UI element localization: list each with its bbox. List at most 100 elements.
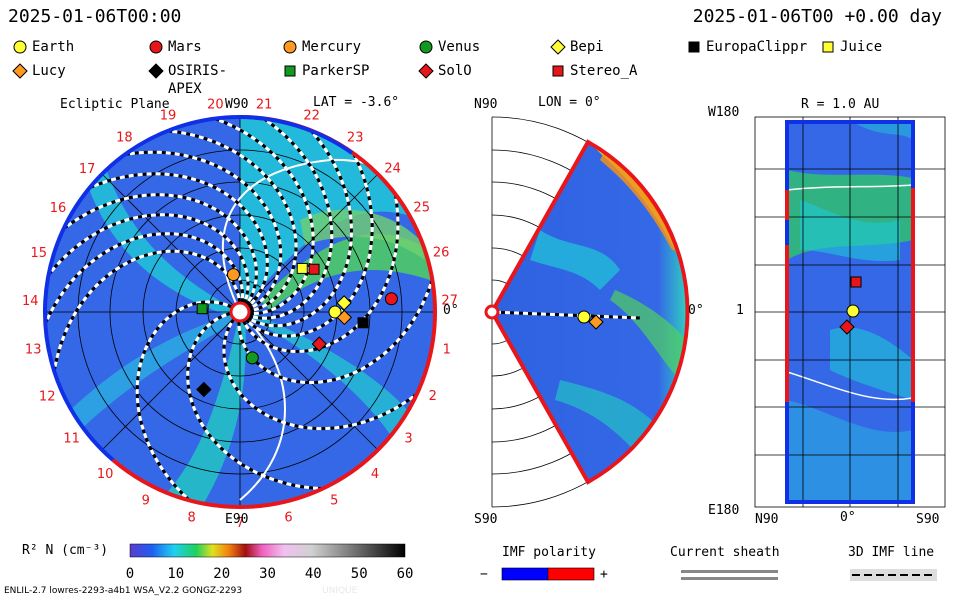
carrington-label: 20 bbox=[207, 97, 224, 112]
meridional-top-left: N90 bbox=[474, 97, 498, 112]
ecliptic-right-label: 0° bbox=[443, 303, 459, 318]
square-marker-icon bbox=[822, 41, 834, 53]
colorbar-ticks: 0 10 20 30 40 50 60 bbox=[126, 566, 414, 582]
carrington-label: 24 bbox=[384, 162, 401, 177]
meridional-panel bbox=[484, 116, 690, 508]
ecliptic-outer-positive bbox=[111, 115, 438, 510]
imf-negative-swatch bbox=[501, 567, 549, 581]
map-x-left: N90 bbox=[755, 512, 779, 527]
carrington-label: 11 bbox=[63, 432, 80, 447]
body-markers bbox=[196, 262, 862, 398]
legend-label: OSIRIS-APEX bbox=[168, 63, 228, 97]
meridional-marker-lucy bbox=[588, 314, 604, 330]
ecliptic-plane-panel bbox=[43, 115, 438, 510]
diamond-marker-icon bbox=[418, 63, 434, 79]
imf-title: IMF polarity bbox=[502, 545, 596, 560]
meridional-marker-earth bbox=[577, 310, 591, 324]
meridional-lon-label: LON = 0° bbox=[538, 95, 601, 110]
imf-line-white bbox=[67, 172, 269, 308]
ecliptic-marker-mercury bbox=[226, 268, 240, 282]
carrington-label: 13 bbox=[25, 343, 42, 358]
meridional-outline bbox=[489, 139, 690, 485]
imf-line-white bbox=[222, 318, 435, 431]
imf-line-white bbox=[100, 150, 283, 310]
legend-label: Mercury bbox=[302, 39, 362, 55]
imf-line-white bbox=[242, 169, 400, 354]
carrington-label: 25 bbox=[413, 201, 430, 216]
carrington-label: 14 bbox=[22, 294, 39, 309]
carrington-label: 5 bbox=[330, 494, 338, 509]
map-top-left: W180 bbox=[708, 105, 740, 120]
map-x-right: S90 bbox=[916, 512, 940, 527]
imf-line-white bbox=[45, 213, 250, 304]
sheath-title: Current sheath bbox=[670, 545, 780, 560]
right-timestamp: 2025-01-06T00 +0.00 day bbox=[692, 6, 942, 27]
colorbar-tick: 60 bbox=[397, 566, 414, 582]
colorbar-tick: 0 bbox=[126, 566, 134, 582]
ecliptic-title: Ecliptic Plane bbox=[60, 97, 170, 112]
carrington-label: 23 bbox=[347, 130, 364, 145]
ecliptic-outer-negative bbox=[43, 115, 241, 462]
carrington-label: 6 bbox=[284, 510, 292, 525]
ecliptic-top-label: W90 bbox=[225, 97, 249, 112]
carrington-label: 18 bbox=[116, 131, 133, 146]
ecliptic-marker-europaclippr bbox=[357, 317, 369, 329]
ecliptic-marker-stereo-a bbox=[308, 263, 320, 275]
legend-label: Lucy bbox=[32, 63, 66, 79]
colorbar-tick: 30 bbox=[259, 566, 276, 582]
diamond-marker-icon bbox=[550, 39, 566, 55]
map-marker-solo bbox=[839, 319, 855, 335]
diamond-marker-icon bbox=[12, 63, 28, 79]
sun-marker bbox=[229, 301, 251, 323]
ecliptic-marker-bepi bbox=[336, 295, 352, 311]
imf-line-white bbox=[45, 193, 258, 306]
ecliptic-marker-venus bbox=[245, 351, 259, 365]
imf-line-white bbox=[50, 249, 242, 396]
carrington-label: 26 bbox=[433, 246, 450, 261]
imf-line-white bbox=[143, 128, 298, 313]
ecliptic-marker-juice bbox=[296, 262, 308, 274]
colorbar-label: R² N (cm⁻³) bbox=[22, 543, 109, 558]
ecliptic-marker-osiris-apex bbox=[196, 381, 212, 398]
carrington-label: 2 bbox=[429, 389, 437, 404]
circle-marker-icon bbox=[419, 40, 433, 54]
legend-label: Venus bbox=[438, 39, 481, 55]
map-marker-earth bbox=[846, 304, 860, 318]
legend-label: ParkerSP bbox=[302, 63, 370, 79]
left-timestamp: 2025-01-06T00:00 bbox=[8, 6, 182, 27]
colorbar-tick: 40 bbox=[305, 566, 322, 582]
carrington-label: 19 bbox=[160, 109, 177, 124]
ecliptic-marker-parkersp bbox=[196, 303, 208, 315]
square-marker-icon bbox=[284, 65, 296, 77]
legend-label: Stereo_A bbox=[570, 63, 638, 79]
map-bottom-left: E180 bbox=[708, 503, 740, 518]
colorbar-tick: 20 bbox=[213, 566, 230, 582]
ecliptic-marker-mars bbox=[384, 292, 398, 306]
ecliptic-lat-label: LAT = -3.6° bbox=[313, 95, 400, 110]
map-marker-stereo-a bbox=[850, 276, 862, 288]
footer-run: UNIQUE bbox=[322, 586, 358, 596]
map-title: R = 1.0 AU bbox=[801, 97, 880, 112]
colorbar-tick: 50 bbox=[351, 566, 368, 582]
imf-line-white bbox=[241, 117, 334, 320]
current-sheath-swatch-bottom bbox=[681, 577, 778, 580]
imf3d-title: 3D IMF line bbox=[848, 545, 935, 560]
imf-minus: − bbox=[480, 567, 488, 582]
current-sheath-swatch-top bbox=[681, 570, 778, 573]
carrington-label: 9 bbox=[142, 494, 150, 509]
imf-line-white bbox=[190, 117, 315, 315]
radial-map-panel bbox=[754, 116, 946, 508]
legend-label: Juice bbox=[840, 39, 883, 55]
carrington-label: 27 bbox=[441, 294, 458, 309]
meridional-bottom-left: S90 bbox=[474, 512, 498, 527]
circle-marker-icon bbox=[283, 40, 297, 54]
square-marker-icon bbox=[552, 65, 564, 77]
diamond-marker-icon bbox=[148, 63, 164, 79]
circle-marker-icon bbox=[13, 40, 27, 54]
carrington-label: 4 bbox=[371, 467, 379, 482]
colorbar bbox=[129, 543, 406, 558]
legend-label: Mars bbox=[168, 39, 202, 55]
carrington-label: 8 bbox=[188, 510, 196, 525]
